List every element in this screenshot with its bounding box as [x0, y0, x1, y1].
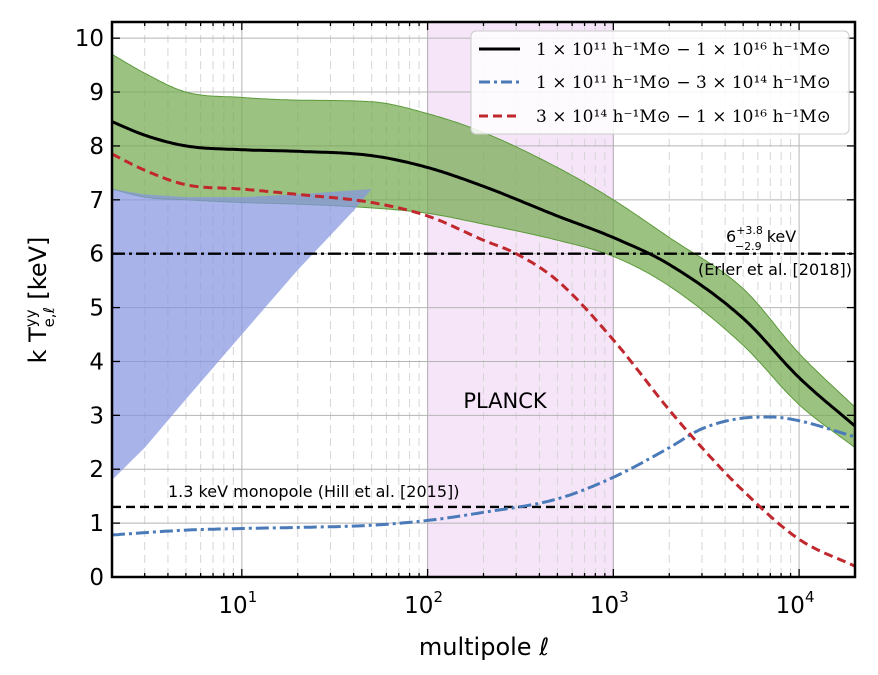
series-line-low-mass	[112, 415, 855, 537]
y-tick-label: 9	[89, 80, 104, 106]
x-tick-label: 102	[404, 588, 443, 619]
erler-value-annotation: 6+3.8 −2.9 keV	[726, 224, 796, 253]
legend-label-high-mass: 3 × 10¹⁴ h⁻¹M⊙ − 1 × 10¹⁶ h⁻¹M⊙	[536, 107, 831, 127]
x-tick-label: 101	[218, 588, 257, 619]
y-tick-label: 4	[89, 349, 104, 375]
uncertainty-band-low-mass	[112, 189, 372, 480]
legend-label-low-mass: 1 × 10¹¹ h⁻¹M⊙ − 3 × 10¹⁴ h⁻¹M⊙	[536, 73, 831, 93]
legend: 1 × 10¹¹ h⁻¹M⊙ − 1 × 10¹⁶ h⁻¹M⊙ 1 × 10¹¹…	[470, 30, 850, 135]
y-tick-label: 6	[89, 242, 104, 268]
y-tick-label: 0	[89, 565, 104, 591]
y-tick-label: 2	[89, 457, 104, 483]
x-axis-label: multipole ℓ	[419, 633, 549, 661]
x-tick-label: 103	[590, 588, 629, 619]
series-line-high-mass	[112, 152, 855, 568]
y-tick-label: 5	[89, 296, 104, 322]
y-tick-label: 8	[89, 134, 104, 160]
series-line-total	[112, 120, 855, 428]
x-tick-label: 104	[776, 588, 815, 619]
planck-label: PLANCK	[463, 389, 548, 413]
legend-label-total: 1 × 10¹¹ h⁻¹M⊙ − 1 × 10¹⁶ h⁻¹M⊙	[536, 40, 831, 60]
y-tick-label: 3	[89, 403, 104, 429]
y-axis-label: k Tyye,ℓ [keV]	[22, 237, 58, 364]
y-tick-label: 1	[89, 511, 104, 537]
y-tick-label: 10	[75, 26, 104, 52]
legend-box	[470, 30, 850, 135]
erler-reference-annotation: (Erler et al. [2018])	[698, 260, 852, 279]
hill-reference-annotation: 1.3 keV monopole (Hill et al. [2015])	[168, 482, 460, 501]
y-tick-label: 7	[89, 188, 104, 214]
